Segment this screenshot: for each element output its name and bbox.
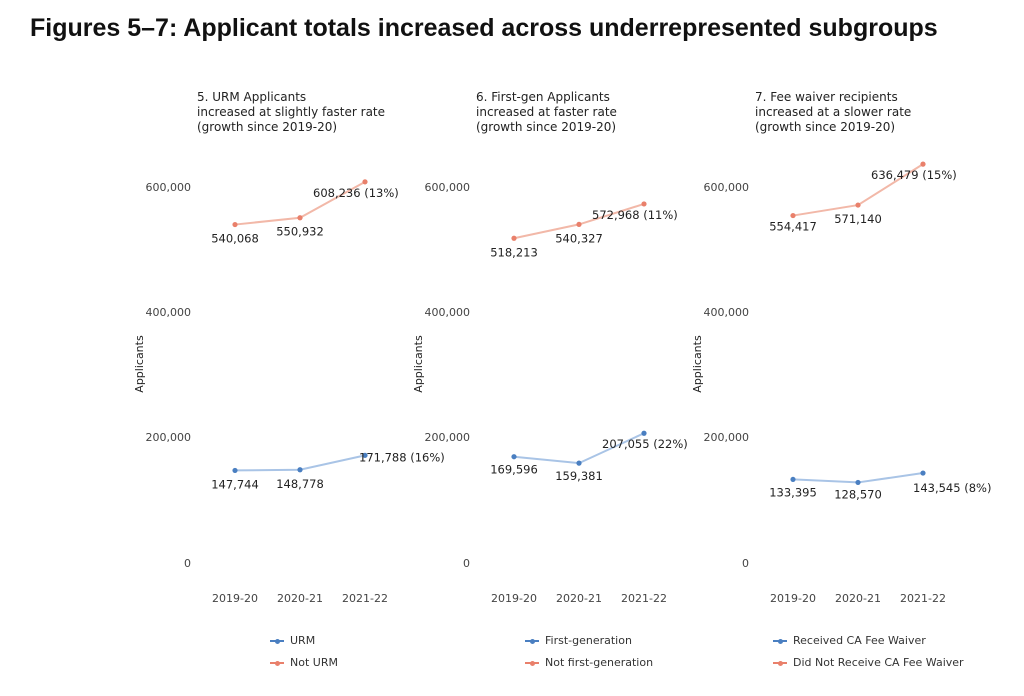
- data-label: 540,327: [555, 231, 603, 245]
- panel-title-line: (growth since 2019-20): [476, 120, 617, 134]
- data-point: [297, 467, 303, 473]
- x-tick-label: 2019-20: [491, 592, 537, 605]
- panel-title-line: (growth since 2019-20): [755, 120, 896, 134]
- legend-swatch-orange: [270, 660, 284, 666]
- x-tick-label: 2021-22: [342, 592, 388, 605]
- data-label: 540,068: [211, 232, 259, 246]
- data-point: [790, 212, 796, 219]
- legend-label: URM: [290, 634, 316, 647]
- data-label: 147,744: [211, 477, 259, 491]
- data-point: [855, 479, 861, 486]
- y-tick-label: 0: [184, 557, 191, 570]
- panel-title-line: increased at a slower rate: [755, 105, 912, 119]
- y-axis-label: Applicants: [691, 335, 704, 393]
- x-tick-label: 2020-21: [277, 592, 323, 605]
- y-tick-label: 600,000: [704, 181, 750, 194]
- panel-title-urm: 5. URM Applicants increased at slightly …: [197, 90, 385, 135]
- y-tick-label: 200,000: [704, 431, 750, 444]
- legend-urm: URM Not URM: [270, 630, 338, 674]
- data-label: 148,778: [276, 477, 324, 491]
- y-tick-label: 200,000: [425, 431, 471, 444]
- legend-item-upper: Not URM: [270, 652, 338, 674]
- y-tick-label: 200,000: [146, 431, 192, 444]
- legend-label: Not first-generation: [545, 656, 654, 669]
- data-point: [511, 454, 517, 460]
- panel-title-fee-waiver: 7. Fee waiver recipients increased at a …: [755, 90, 911, 135]
- y-tick-label: 400,000: [704, 306, 750, 319]
- legend-swatch-orange: [525, 660, 539, 666]
- data-point: [362, 179, 368, 185]
- panel-title-line: 7. Fee waiver recipients: [755, 90, 898, 104]
- panel-title-line: 6. First-gen Applicants: [476, 90, 610, 104]
- legend-item-lower: URM: [270, 630, 338, 652]
- data-label: 143,545 (8%): [913, 481, 991, 495]
- data-label: 572,968 (11%): [592, 208, 678, 222]
- data-point: [641, 430, 647, 436]
- data-point: [511, 235, 517, 241]
- y-tick-label: 400,000: [146, 306, 192, 319]
- data-label: 159,381: [555, 469, 603, 483]
- figure-title: Figures 5–7: Applicant totals increased …: [30, 14, 938, 42]
- y-tick-label: 600,000: [146, 181, 192, 194]
- data-label: 571,140: [834, 212, 882, 226]
- legend-item-upper: Not first-generation: [525, 652, 653, 674]
- data-label: 207,055 (22%): [602, 437, 688, 451]
- data-label: 554,417: [769, 220, 817, 234]
- data-point: [576, 221, 582, 227]
- data-point: [790, 476, 796, 483]
- data-label: 133,395: [769, 485, 817, 499]
- x-tick-label: 2019-20: [212, 592, 258, 605]
- data-label: 128,570: [834, 487, 882, 501]
- data-point: [297, 215, 303, 221]
- y-tick-label: 0: [463, 557, 470, 570]
- legend-item-lower: Received CA Fee Waiver: [773, 630, 964, 652]
- data-label: 518,213: [490, 245, 538, 259]
- panel-title-line: 5. URM Applicants: [197, 90, 307, 104]
- legend-swatch-blue: [270, 638, 284, 644]
- data-point: [232, 221, 238, 228]
- data-label: 608,236 (13%): [313, 186, 399, 200]
- legend-label: Did Not Receive CA Fee Waiver: [793, 656, 964, 669]
- legend-label: Not URM: [290, 656, 338, 669]
- y-axis-label: Applicants: [412, 335, 425, 393]
- panel-title-line: (growth since 2019-20): [197, 120, 338, 134]
- panel-title-first-gen: 6. First-gen Applicants increased at fas…: [476, 90, 617, 135]
- data-point: [920, 161, 926, 167]
- legend-swatch-blue: [773, 638, 787, 644]
- data-point: [576, 460, 582, 466]
- panel-title-line: increased at slightly faster rate: [197, 105, 386, 119]
- legend-swatch-orange: [773, 660, 787, 666]
- data-point: [641, 201, 647, 207]
- y-tick-label: 0: [742, 557, 749, 570]
- data-point: [855, 202, 861, 208]
- data-label: 171,788 (16%): [359, 450, 445, 464]
- data-label: 169,596: [490, 463, 538, 477]
- data-point: [232, 467, 238, 474]
- x-tick-label: 2019-20: [770, 592, 816, 605]
- legend-label: Received CA Fee Waiver: [793, 634, 926, 647]
- data-point: [920, 470, 926, 476]
- y-tick-label: 600,000: [425, 181, 471, 194]
- y-tick-label: 400,000: [425, 306, 471, 319]
- legend-label: First-generation: [545, 634, 632, 647]
- panel-title-line: increased at faster rate: [476, 105, 617, 119]
- legend-fee-waiver: Received CA Fee Waiver Did Not Receive C…: [773, 630, 964, 674]
- legend-swatch-blue: [525, 638, 539, 644]
- x-tick-label: 2020-21: [835, 592, 881, 605]
- legend-item-lower: First-generation: [525, 630, 653, 652]
- legend-item-upper: Did Not Receive CA Fee Waiver: [773, 652, 964, 674]
- y-axis-label: Applicants: [133, 335, 146, 393]
- legend-first-gen: First-generation Not first-generation: [525, 630, 653, 674]
- x-tick-label: 2020-21: [556, 592, 602, 605]
- x-tick-label: 2021-22: [621, 592, 667, 605]
- data-label: 636,479 (15%): [871, 168, 957, 182]
- data-point: [362, 452, 368, 458]
- data-label: 550,932: [276, 225, 324, 239]
- x-tick-label: 2021-22: [900, 592, 946, 605]
